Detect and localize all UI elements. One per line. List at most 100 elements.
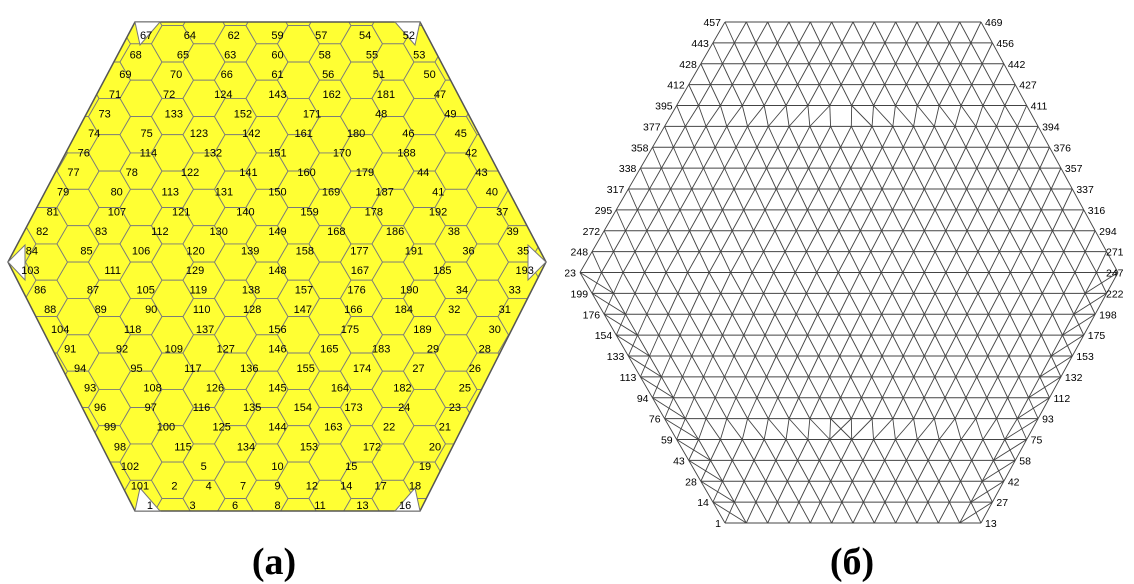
grid-line xyxy=(859,251,872,273)
grid-line xyxy=(966,230,979,252)
grid-line xyxy=(1028,376,1062,399)
grid-line xyxy=(884,63,897,85)
grid-line xyxy=(1039,355,1052,378)
grid-line xyxy=(724,376,737,398)
grid-line xyxy=(1008,355,1020,378)
grid-line xyxy=(665,251,679,273)
grid-line xyxy=(1050,167,1062,190)
cell-number: 137 xyxy=(196,324,214,336)
grid-line xyxy=(656,230,669,252)
grid-line xyxy=(871,147,883,169)
grid-line xyxy=(652,126,665,148)
grid-line xyxy=(827,251,839,273)
grid-line xyxy=(817,314,830,336)
grid-line xyxy=(934,230,947,252)
hex-cell xyxy=(24,498,69,511)
node-number-right: 247 xyxy=(1106,268,1124,280)
grid-line xyxy=(975,105,984,127)
grid-line xyxy=(708,251,722,273)
grid-line xyxy=(708,272,722,294)
cell-number: 92 xyxy=(116,343,128,355)
grid-line xyxy=(743,63,755,85)
grid-line xyxy=(895,63,907,85)
grid-line xyxy=(700,42,714,64)
cell-number: 62 xyxy=(228,30,240,42)
grid-line xyxy=(591,272,602,294)
grid-line xyxy=(637,314,648,336)
hex-cell xyxy=(183,517,225,536)
grid-line xyxy=(767,418,787,440)
grid-line xyxy=(1026,105,1039,127)
grid-line xyxy=(601,272,614,294)
grid-line xyxy=(1060,167,1073,190)
grid-line xyxy=(986,147,999,169)
grid-line xyxy=(775,460,788,482)
grid-line xyxy=(902,397,914,419)
grid-line xyxy=(808,355,820,378)
hex-cell xyxy=(497,443,541,481)
grid-line xyxy=(733,167,746,190)
cell-number: 106 xyxy=(132,245,150,257)
grid-line xyxy=(745,167,756,190)
grid-line xyxy=(646,209,660,231)
grid-line xyxy=(862,460,875,482)
hex-cell xyxy=(8,116,37,154)
grid-line xyxy=(949,21,961,44)
grid-line xyxy=(787,167,798,190)
grid-line xyxy=(731,63,745,85)
grid-line xyxy=(664,397,674,419)
grid-line xyxy=(829,355,841,378)
hex-cell xyxy=(246,517,288,536)
grid-line xyxy=(788,418,809,440)
grid-line xyxy=(1039,355,1073,378)
grid-line xyxy=(881,397,894,419)
grid-line xyxy=(808,147,821,169)
grid-line xyxy=(998,230,1011,252)
grid-line xyxy=(714,126,728,148)
grid-line xyxy=(753,84,765,106)
grid-line xyxy=(902,188,915,211)
node-number-right: 376 xyxy=(1054,142,1072,154)
grid-line xyxy=(975,418,984,440)
grid-line xyxy=(988,251,1000,273)
node-number-right: 198 xyxy=(1099,309,1117,321)
grid-line xyxy=(774,314,787,336)
hex-cell xyxy=(528,134,546,172)
grid-line xyxy=(881,167,894,190)
grid-line xyxy=(714,147,725,169)
grid-line xyxy=(785,105,790,127)
grid-line xyxy=(997,147,1009,169)
hex-cell xyxy=(530,535,561,536)
grid-line xyxy=(712,481,723,503)
grid-line xyxy=(861,397,873,419)
grid-line xyxy=(787,376,800,398)
grid-line xyxy=(977,293,989,315)
grid-line xyxy=(658,209,669,231)
triangular-grid-diagram: 457 443 428 412 395 377 358 338 317 295 272 248 223 1… xyxy=(558,17,1124,530)
grid-line xyxy=(741,84,755,106)
grid-line xyxy=(934,355,946,378)
grid-line xyxy=(938,439,951,461)
grid-line xyxy=(777,126,790,148)
cell-number: 31 xyxy=(499,304,511,316)
hex-cell xyxy=(465,425,510,463)
node-number-left: 443 xyxy=(691,38,709,50)
grid-line xyxy=(993,63,1005,85)
grid-line xyxy=(1019,209,1032,231)
grid-line xyxy=(871,397,883,419)
grid-line xyxy=(795,230,807,252)
hex-cell xyxy=(465,461,510,499)
grid-line xyxy=(873,84,886,106)
grid-line xyxy=(1007,147,1020,169)
grid-line xyxy=(852,501,864,524)
grid-line xyxy=(945,334,957,357)
grid-line xyxy=(722,209,733,231)
grid-line xyxy=(938,42,950,64)
grid-line xyxy=(988,230,1000,252)
cell-number: 181 xyxy=(377,89,395,101)
cell-number: 171 xyxy=(303,108,321,120)
caption-b: (б) xyxy=(829,541,875,583)
grid-line xyxy=(797,63,810,85)
grid-line xyxy=(971,84,984,106)
grid-line xyxy=(684,418,699,440)
